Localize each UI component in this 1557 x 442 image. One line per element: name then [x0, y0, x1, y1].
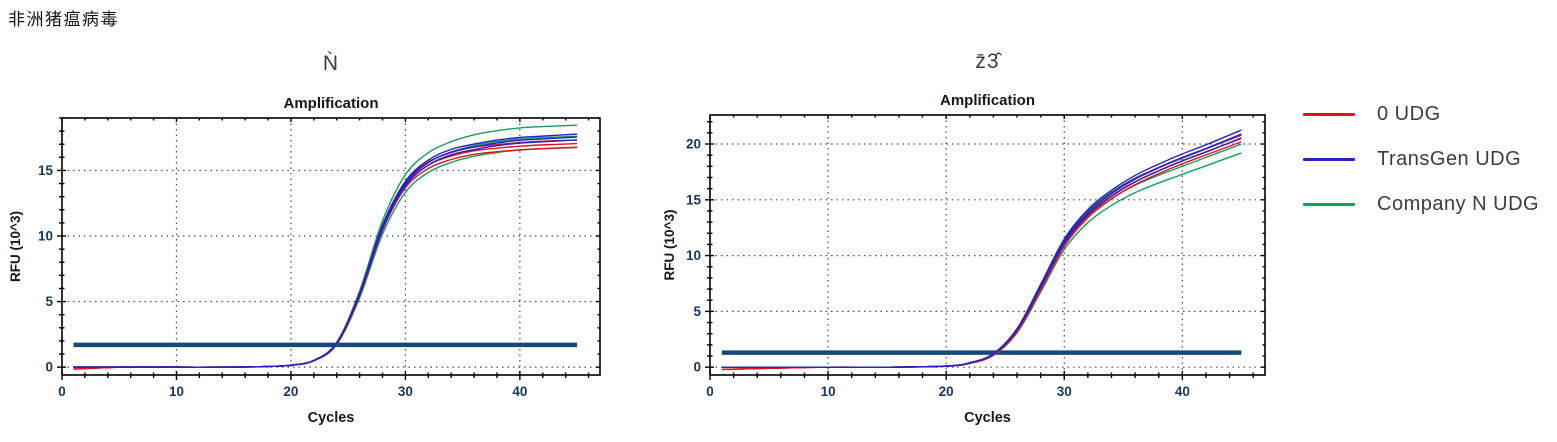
tick-marks — [705, 115, 1265, 380]
x-tick-label: 30 — [398, 384, 413, 399]
x-tick-label: 0 — [706, 384, 714, 399]
legend-item-company-n-udg: Company N UDG — [1303, 190, 1539, 218]
chart-title: Amplification — [283, 95, 378, 112]
x-tick-label: 10 — [821, 384, 836, 399]
chart-title: Amplification — [940, 92, 1035, 109]
curve-green — [721, 134, 1242, 368]
blue-line-swatch-icon — [1303, 157, 1355, 161]
x-tick-label: 20 — [283, 384, 298, 399]
curve-blue — [73, 139, 578, 368]
y-axis-label: RFU (10^3) — [8, 211, 23, 282]
y-tick-label: 10 — [686, 248, 701, 263]
curve-green — [721, 143, 1242, 368]
legend-label: TransGen UDG — [1377, 147, 1522, 170]
amplification-curves — [721, 129, 1242, 371]
legend: 0 UDG TransGen UDG Company N UDG — [1303, 100, 1539, 218]
y-tick-label: 0 — [45, 360, 53, 375]
red-line-swatch-icon — [1303, 112, 1355, 116]
legend-label: Company N UDG — [1377, 192, 1540, 215]
green-line-swatch-icon — [1303, 202, 1355, 206]
curve-red — [721, 141, 1242, 371]
curve-blue — [73, 133, 578, 368]
curve-green — [721, 152, 1242, 368]
tick-labels: 0 10 20 30 40 0 5 10 15 — [38, 163, 527, 399]
x-tick-label: 20 — [939, 384, 954, 399]
y-tick-label: 15 — [686, 192, 702, 207]
legend-item-0-udg: 0 UDG — [1303, 100, 1539, 128]
y-tick-label: 15 — [38, 163, 54, 178]
x-tick-label: 30 — [1057, 384, 1072, 399]
chart-subtitle: z̄3̂ — [975, 50, 1002, 73]
x-axis-label: Cycles — [308, 410, 355, 426]
gridlines — [62, 118, 600, 375]
x-tick-label: 10 — [169, 384, 184, 399]
legend-label: 0 UDG — [1377, 102, 1441, 125]
gridlines — [710, 115, 1265, 375]
curve-red — [73, 139, 578, 370]
curve-green — [73, 124, 578, 368]
chart-subtitle: Ǹ — [323, 52, 339, 75]
tick-marks — [57, 117, 600, 380]
plot-border — [61, 117, 601, 376]
chart-n-plot: 0 10 20 30 40 0 5 10 15 Ǹ Amplification Cycles RFU (… — [8, 52, 601, 426]
legend-item-transgen-udg: TransGen UDG — [1303, 145, 1539, 173]
curve-red — [721, 134, 1242, 371]
y-tick-label: 0 — [693, 360, 701, 375]
x-tick-label: 40 — [512, 384, 527, 399]
y-tick-label: 20 — [686, 137, 701, 152]
amplification-curves — [73, 124, 578, 370]
chart-z3-plot: 0 10 20 30 40 0 5 10 15 20 z̄3̂ Amplification Cycles… — [662, 50, 1266, 426]
tick-labels: 0 10 20 30 40 0 5 10 15 20 — [686, 137, 1190, 399]
curve-red — [73, 142, 578, 370]
curve-red — [73, 146, 578, 370]
curve-green — [73, 135, 578, 368]
x-tick-label: 40 — [1175, 384, 1190, 399]
curve-blue — [73, 136, 578, 368]
y-axis-label: RFU (10^3) — [662, 210, 677, 281]
page-title: 非洲猪瘟病毒 — [8, 10, 119, 29]
y-tick-label: 5 — [693, 304, 701, 319]
y-tick-label: 5 — [45, 294, 53, 309]
y-tick-label: 10 — [38, 229, 53, 244]
x-tick-label: 0 — [58, 384, 66, 399]
curve-green — [73, 146, 578, 368]
curve-blue — [721, 129, 1242, 368]
x-axis-label: Cycles — [964, 410, 1011, 426]
